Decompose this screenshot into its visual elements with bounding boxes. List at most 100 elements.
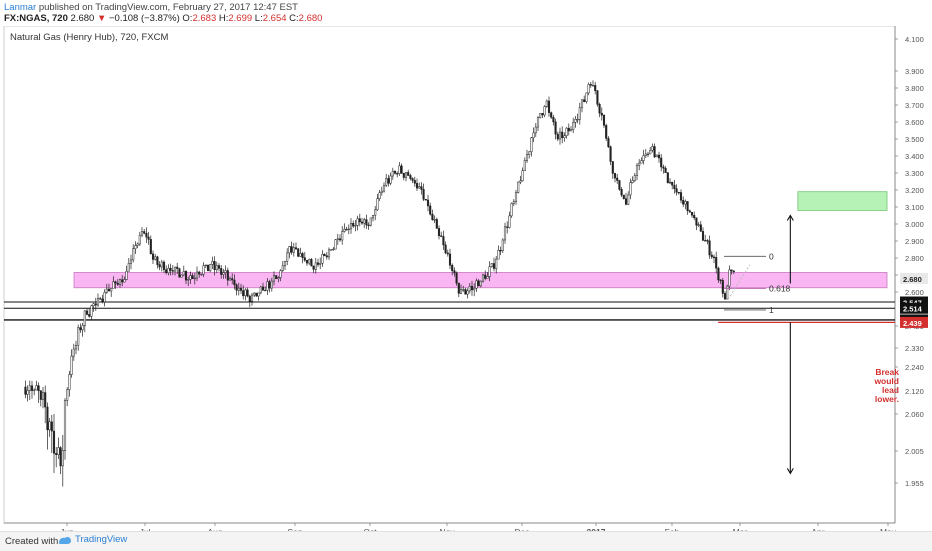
candle	[576, 113, 579, 124]
candle	[583, 95, 586, 103]
candle-body	[114, 281, 117, 284]
candle	[349, 218, 353, 234]
arrow-head	[786, 468, 794, 475]
candle	[679, 189, 683, 204]
candle	[360, 217, 364, 225]
candle-body	[294, 247, 298, 250]
candle-body	[565, 127, 568, 137]
candle	[701, 227, 705, 241]
horizontal-lines-layer	[4, 301, 895, 324]
candle-body	[217, 265, 221, 269]
time-axis[interactable]: Jun Jul Aug Sep Oct Nov Dec 2017 Feb Mar Apr May	[60, 523, 897, 531]
candle-body	[321, 254, 324, 264]
candle-body	[213, 261, 216, 270]
candle	[239, 283, 243, 294]
candle-body	[239, 287, 243, 291]
candle-body	[561, 131, 564, 139]
price-chart[interactable]: Natural Gas (Henry Hub), 720, FXCM 0 0.61…	[0, 26, 932, 531]
symbol-label: FX:NGAS, 720	[4, 13, 68, 24]
candle-body	[224, 270, 227, 273]
candle	[411, 177, 414, 184]
candle-body	[123, 279, 126, 283]
candle-body	[488, 266, 491, 277]
fib-retracement[interactable]: 0 0.618 1	[724, 251, 791, 315]
candle	[272, 271, 276, 286]
candle	[697, 222, 700, 228]
candle-body	[354, 225, 357, 227]
candle-body	[440, 235, 443, 237]
candle-body	[503, 226, 507, 241]
candle-body	[490, 263, 493, 267]
candle-body	[257, 292, 260, 297]
candle	[503, 222, 507, 244]
candle-body	[633, 175, 636, 181]
candle-body	[435, 219, 438, 229]
price-tick-label: 2.800	[905, 254, 924, 263]
candle	[396, 171, 399, 178]
candle-body	[275, 275, 278, 279]
candle-body	[402, 172, 405, 178]
candle-body	[605, 125, 608, 139]
annotation-line: lead	[882, 385, 899, 395]
candle	[514, 189, 518, 205]
candle-body	[585, 92, 588, 102]
candle	[642, 149, 645, 165]
up-arrow	[786, 214, 794, 284]
price-tag-bg	[900, 316, 928, 328]
candle-body	[338, 238, 342, 241]
candle-body	[391, 170, 394, 177]
candle	[690, 212, 694, 218]
candle-body	[572, 122, 575, 131]
candle	[299, 247, 302, 257]
candle-body	[578, 107, 581, 120]
candle-body	[671, 181, 674, 186]
candle	[453, 267, 456, 277]
candle-body	[690, 212, 694, 216]
candle	[308, 258, 311, 266]
candle-body	[552, 117, 555, 123]
candle	[521, 167, 524, 182]
annotation-line: lower.	[875, 394, 899, 404]
tradingview-brand[interactable]: TradingView	[58, 534, 127, 545]
candle-body	[484, 274, 487, 279]
candle	[264, 286, 267, 292]
candle-body	[580, 99, 584, 109]
price-tag-bg	[900, 302, 928, 314]
candle	[404, 171, 408, 182]
candle	[492, 257, 496, 272]
time-tick-label: 2017	[587, 527, 606, 531]
candle	[602, 114, 606, 128]
candle	[462, 285, 465, 293]
candle-body	[508, 215, 511, 228]
candle-body	[305, 260, 309, 264]
candle	[495, 255, 498, 274]
candle-body	[385, 178, 388, 186]
created-with-text: Created with	[5, 536, 59, 547]
candle	[312, 265, 315, 274]
candle-body	[523, 160, 526, 171]
candle-body	[231, 278, 234, 281]
candle-body	[369, 217, 372, 226]
candle	[204, 264, 207, 269]
candle	[607, 136, 610, 148]
candle	[563, 132, 566, 142]
candle	[116, 279, 119, 287]
author-link[interactable]: Lanmar	[4, 2, 37, 13]
candle-body	[475, 280, 478, 289]
candle-body	[378, 192, 381, 200]
candle-body	[510, 203, 513, 217]
candle	[297, 247, 300, 258]
candle-body	[215, 265, 218, 270]
candle	[530, 137, 533, 157]
candle	[699, 220, 702, 232]
candle	[712, 254, 716, 264]
candle-body	[426, 199, 430, 207]
candle-body	[708, 240, 711, 256]
candle	[237, 282, 240, 296]
candle-body	[103, 292, 106, 303]
candle	[508, 211, 511, 229]
candle-body	[92, 303, 95, 307]
candle	[451, 263, 454, 276]
price-axis[interactable]: 4.100 3.900 3.800 3.700 3.600 3.500 3.400 3.300…	[895, 35, 924, 488]
candle	[611, 161, 614, 179]
